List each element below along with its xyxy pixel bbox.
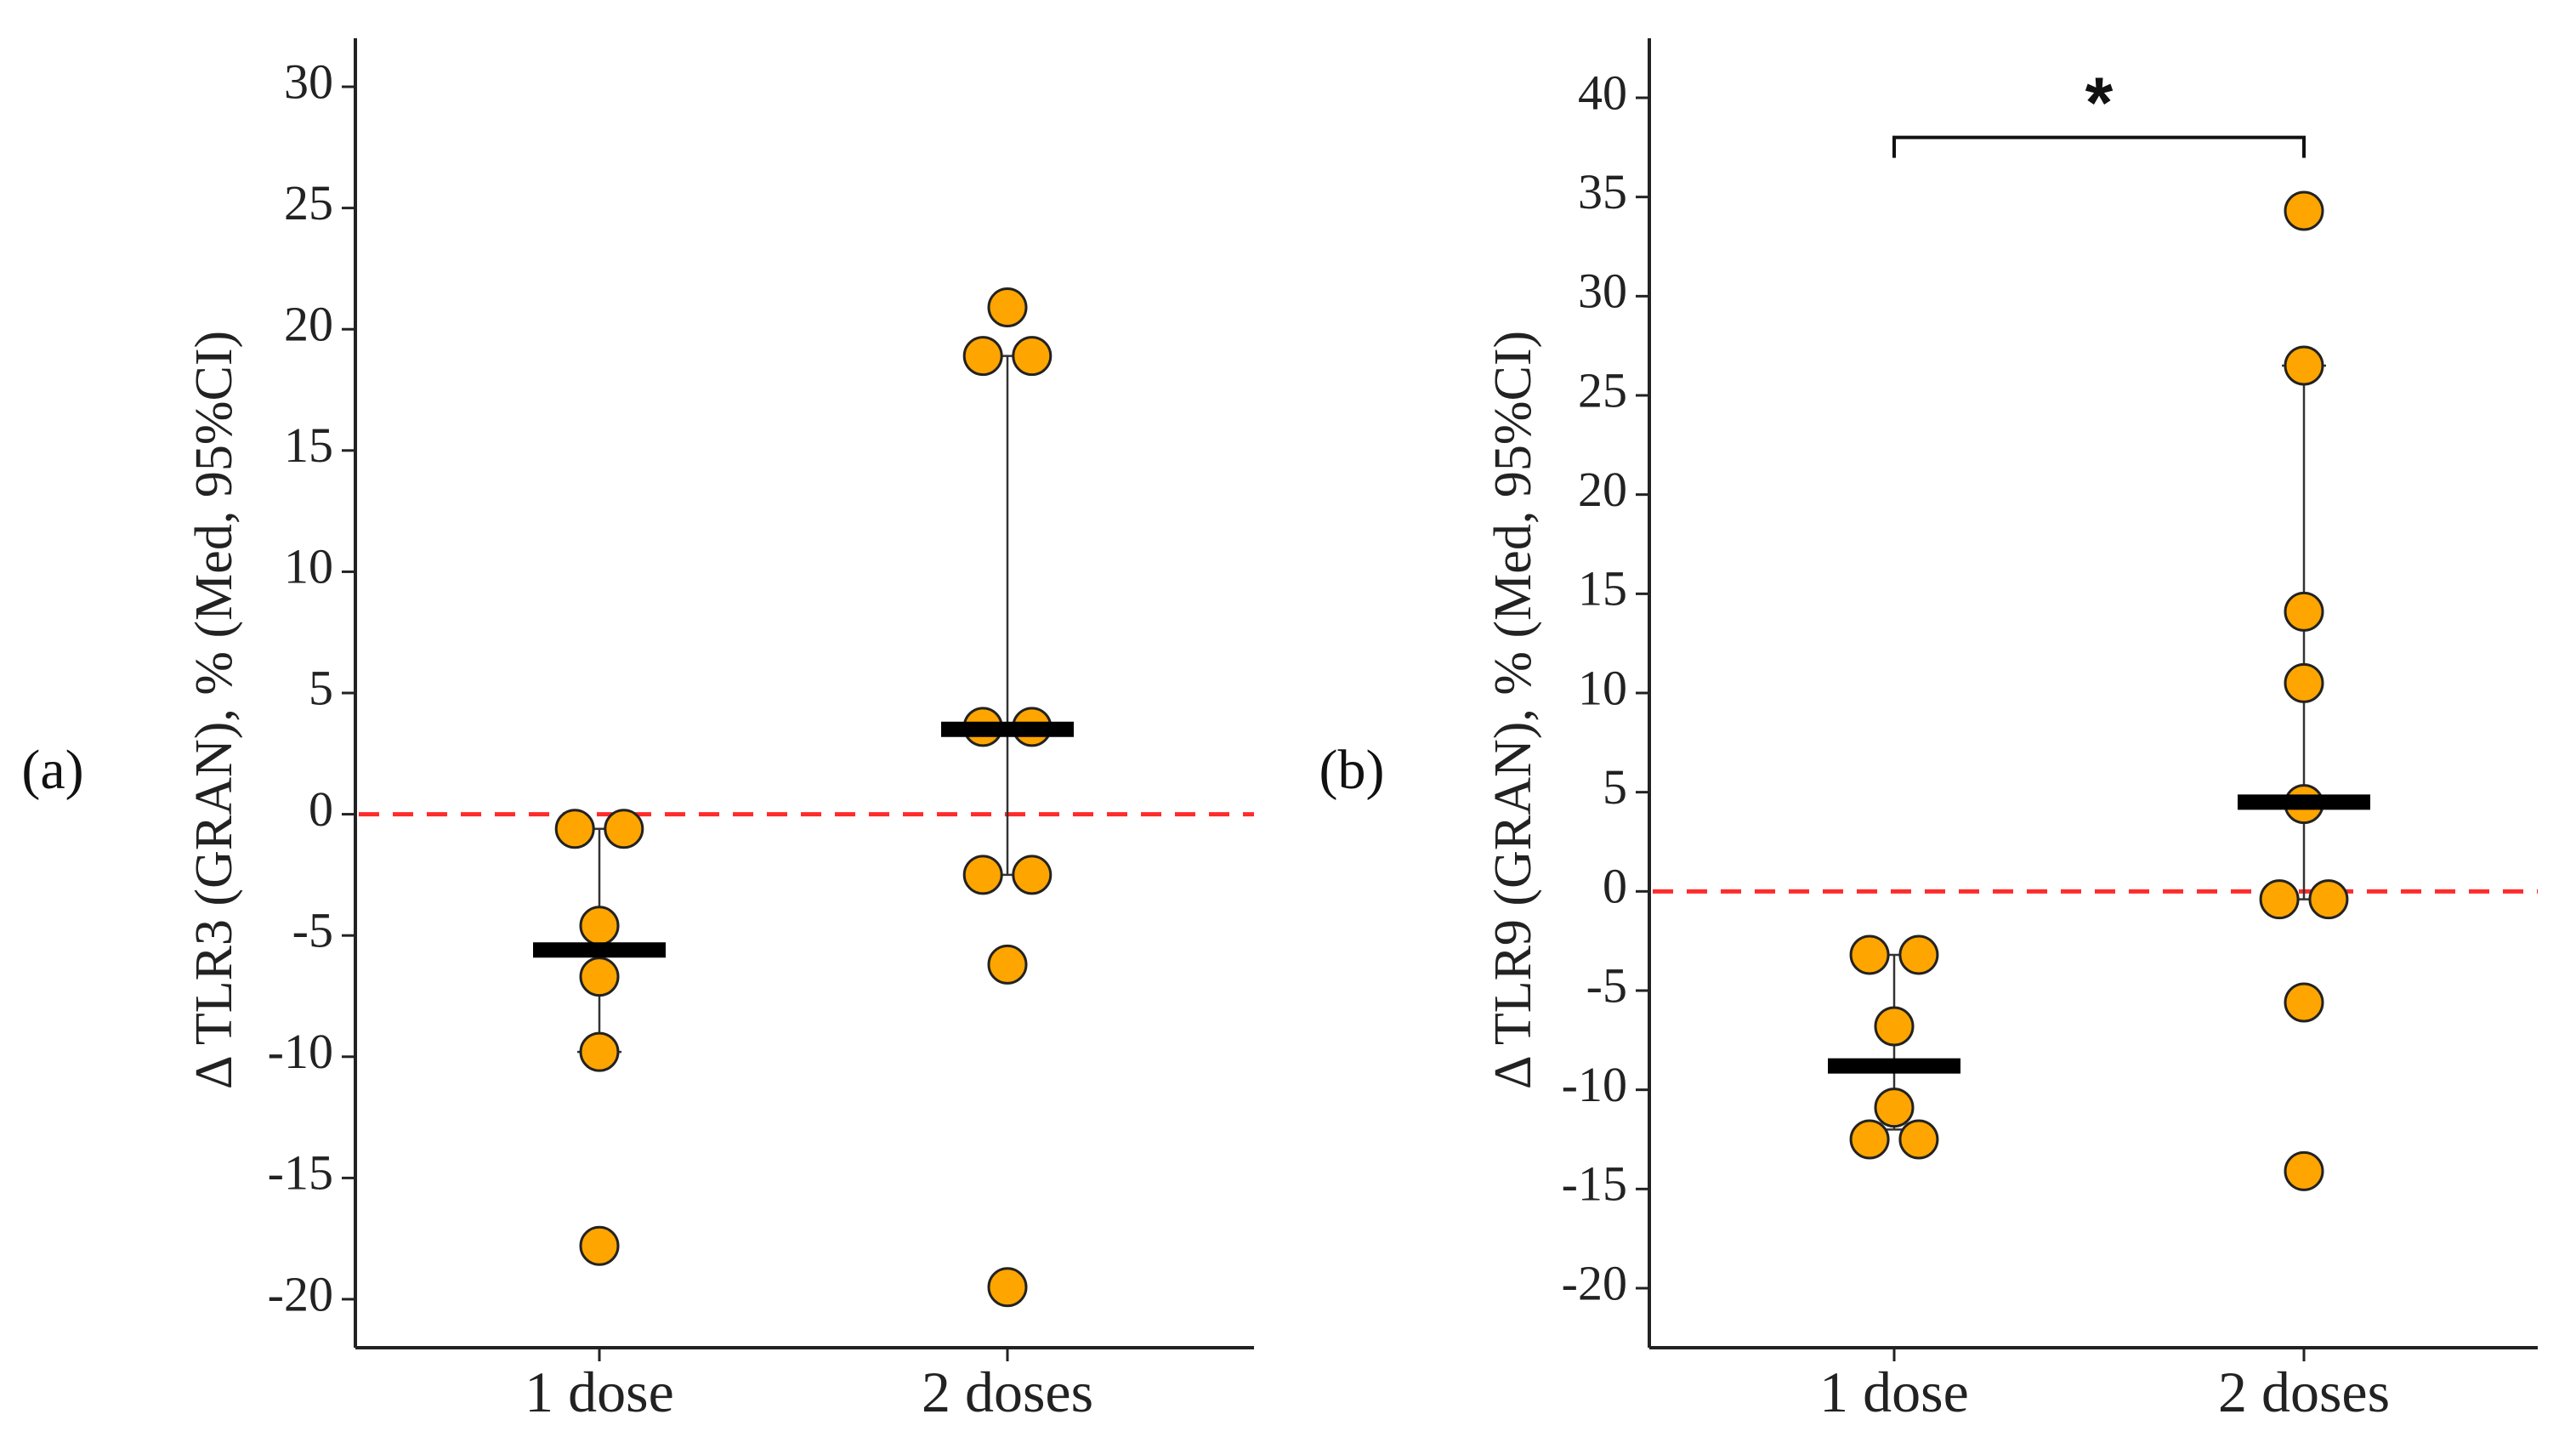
y-tick-label: 0	[1603, 859, 1627, 914]
y-tick-label: 40	[1578, 65, 1627, 120]
x-tick-label: 2 doses	[2218, 1360, 2390, 1424]
data-point	[2284, 345, 2324, 386]
y-tick-label: -20	[268, 1266, 333, 1321]
significance-star: *	[2085, 63, 2114, 143]
data-point	[987, 1267, 1028, 1308]
y-tick-label: 10	[284, 539, 333, 594]
y-tick-label: -20	[1562, 1255, 1627, 1310]
data-point	[1849, 1119, 1890, 1160]
y-tick-label: 15	[1578, 561, 1627, 616]
data-point	[962, 855, 1003, 895]
data-point	[987, 944, 1028, 985]
y-axis-title: Δ TLR3 (GRAN), % (Med, 95%CI)	[185, 331, 243, 1089]
data-point	[1012, 855, 1053, 895]
data-point	[554, 809, 595, 849]
y-tick-label: 25	[284, 175, 333, 230]
y-tick-label: -5	[292, 902, 333, 957]
data-point	[1849, 934, 1890, 975]
y-tick-label: 10	[1578, 660, 1627, 715]
panel-label: (b)	[1319, 739, 1385, 801]
data-point	[2284, 1150, 2324, 1191]
y-tick-label: 25	[1578, 362, 1627, 417]
data-point	[1898, 934, 1939, 975]
data-point	[579, 1031, 620, 1072]
data-point	[962, 336, 1003, 377]
panel-b: (b) Δ TLR9 (GRAN), % (Med, 95%CI) -20 -15 -1…	[1319, 38, 2538, 1424]
y-tick-label: -15	[1562, 1156, 1627, 1212]
data-point	[2308, 879, 2349, 920]
y-tick-label: 20	[284, 297, 333, 352]
y-tick-label: 5	[1603, 759, 1627, 815]
data-point	[604, 809, 644, 849]
y-tick-label: 0	[309, 781, 333, 837]
data-point	[579, 1225, 620, 1266]
data-point	[987, 287, 1028, 328]
x-tick-label: 1 dose	[1819, 1360, 1969, 1424]
y-axis-title: Δ TLR9 (GRAN), % (Med, 95%CI)	[1484, 331, 1542, 1089]
x-tick-label: 2 doses	[922, 1360, 1093, 1424]
x-tick-label: 1 dose	[525, 1360, 674, 1424]
data-point	[2284, 982, 2324, 1023]
data-point	[2284, 190, 2324, 231]
data-point	[1012, 336, 1053, 377]
y-tick-label: 30	[1578, 264, 1627, 319]
data-point	[2284, 662, 2324, 703]
y-tick-label: -10	[1562, 1057, 1627, 1112]
significance-bracket	[1892, 135, 2306, 158]
data-point	[1874, 1088, 1915, 1128]
data-point	[1898, 1119, 1939, 1160]
data-point	[2284, 591, 2324, 632]
panel-a: (a) Δ TLR3 (GRAN), % (Med, 95%CI) -20 -15 -1…	[21, 38, 1254, 1424]
y-tick-label: 35	[1578, 164, 1627, 219]
panel-label: (a)	[21, 739, 83, 801]
y-tick-label: 30	[284, 54, 333, 109]
y-tick-label: -10	[268, 1024, 333, 1079]
y-tick-label: 5	[309, 660, 333, 715]
y-tick-label: 20	[1578, 462, 1627, 517]
y-tick-label: -15	[268, 1145, 333, 1201]
y-tick-label: 15	[284, 417, 333, 473]
y-tick-label: -5	[1586, 957, 1627, 1013]
data-point	[579, 906, 620, 946]
data-point	[579, 957, 620, 997]
data-point	[2259, 879, 2300, 920]
data-point	[1874, 1006, 1915, 1047]
